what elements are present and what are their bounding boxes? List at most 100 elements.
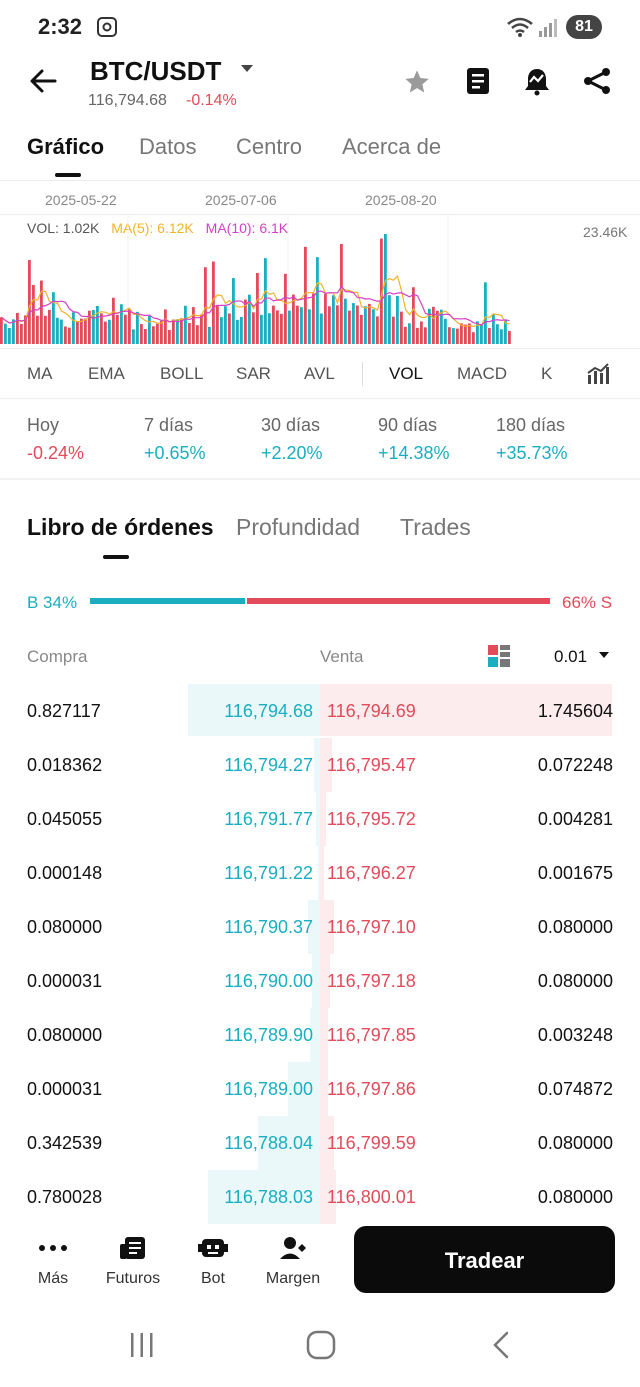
volume-bar bbox=[456, 328, 459, 344]
volume-bar bbox=[476, 321, 479, 344]
bid-price[interactable]: 116,788.03 bbox=[224, 1187, 313, 1207]
bid-depth-bar bbox=[318, 846, 320, 900]
indicator-ma[interactable]: MA bbox=[27, 364, 53, 383]
volume-bar bbox=[460, 323, 463, 344]
indicator-settings-icon[interactable] bbox=[586, 363, 610, 385]
book-layout-icon[interactable] bbox=[487, 644, 511, 668]
bid-price[interactable]: 116,790.37 bbox=[224, 917, 313, 937]
bid-price[interactable]: 116,791.77 bbox=[224, 809, 313, 829]
bid-quantity: 0.045055 bbox=[27, 809, 103, 829]
indicator-avl[interactable]: AVL bbox=[304, 364, 335, 383]
nav-mas[interactable]: Más bbox=[13, 1236, 93, 1288]
tab-order-book[interactable]: Libro de órdenes bbox=[27, 514, 214, 540]
tab-centro[interactable]: Centro bbox=[236, 134, 303, 159]
volume-bar bbox=[412, 287, 415, 344]
orderbook-row[interactable]: 0.080000 116,789.90 116,797.85 0.003248 bbox=[0, 1008, 640, 1062]
orderbook-row[interactable]: 0.000031 116,789.00 116,797.86 0.074872 bbox=[0, 1062, 640, 1116]
indicator-boll[interactable]: BOLL bbox=[160, 364, 204, 383]
volume-chart[interactable] bbox=[0, 214, 640, 344]
back-nav-icon[interactable] bbox=[490, 1331, 512, 1359]
star-icon[interactable] bbox=[403, 68, 431, 96]
indicator-ema[interactable]: EMA bbox=[88, 364, 125, 383]
ask-price[interactable]: 116,795.72 bbox=[327, 809, 416, 829]
volume-bar bbox=[276, 310, 279, 344]
price-alert-icon[interactable] bbox=[522, 66, 552, 96]
volume-bar bbox=[300, 307, 303, 344]
ask-price[interactable]: 116,797.18 bbox=[327, 971, 416, 991]
back-arrow-icon[interactable] bbox=[28, 66, 58, 96]
notebook-icon[interactable] bbox=[464, 66, 492, 96]
nav-futuros[interactable]: Futuros bbox=[93, 1236, 173, 1288]
status-bar: 2:32 81 bbox=[0, 0, 640, 54]
orderbook-row[interactable]: 0.342539 116,788.04 116,799.59 0.080000 bbox=[0, 1116, 640, 1170]
volume-bar bbox=[444, 318, 447, 344]
tab-depth[interactable]: Profundidad bbox=[236, 514, 361, 540]
volume-bar bbox=[156, 322, 159, 344]
orderbook-row[interactable]: 0.045055 116,791.77 116,795.72 0.004281 bbox=[0, 792, 640, 846]
tab-trades[interactable]: Trades bbox=[400, 514, 471, 540]
share-icon[interactable] bbox=[582, 66, 612, 96]
ask-price[interactable]: 116,797.10 bbox=[327, 917, 416, 937]
pair-title[interactable]: BTC/USDT bbox=[90, 56, 222, 86]
indicators-divider bbox=[0, 398, 640, 399]
ask-quantity: 0.001675 bbox=[537, 863, 613, 883]
tab-grafico[interactable]: Gráfico bbox=[27, 134, 105, 159]
indicator-vol[interactable]: VOL bbox=[389, 364, 424, 383]
indicator-macd[interactable]: MACD bbox=[457, 364, 508, 383]
ask-depth-bar bbox=[320, 1062, 328, 1116]
volume-bar bbox=[484, 282, 487, 344]
bid-quantity: 0.080000 bbox=[27, 1025, 103, 1045]
home-icon[interactable] bbox=[306, 1330, 336, 1360]
orderbook-row[interactable]: 0.080000 116,790.37 116,797.10 0.080000 bbox=[0, 900, 640, 954]
orderbook-row[interactable]: 0.827117 116,794.68 116,794.69 1.745604 bbox=[0, 684, 640, 738]
nav-margen[interactable]: Margen bbox=[253, 1236, 333, 1288]
bid-price[interactable]: 116,791.22 bbox=[224, 863, 313, 883]
ask-price[interactable]: 116,797.85 bbox=[327, 1025, 416, 1045]
main-tabs: Gráfico Datos Centro Acerca de bbox=[0, 134, 640, 178]
bid-quantity: 0.080000 bbox=[27, 917, 103, 937]
volume-bar bbox=[244, 299, 247, 344]
volume-bar bbox=[328, 306, 331, 344]
perf-label-7d: 7 días bbox=[144, 415, 194, 435]
orderbook-row[interactable]: 0.000148 116,791.22 116,796.27 0.001675 bbox=[0, 846, 640, 900]
ask-price[interactable]: 116,795.47 bbox=[327, 755, 416, 775]
bid-price[interactable]: 116,794.68 bbox=[224, 701, 313, 721]
orderbook-row[interactable]: 0.780028 116,788.03 116,800.01 0.080000 bbox=[0, 1170, 640, 1224]
ask-price[interactable]: 116,797.86 bbox=[327, 1079, 416, 1099]
recent-apps-icon[interactable] bbox=[128, 1331, 156, 1359]
ask-price[interactable]: 116,796.27 bbox=[327, 863, 416, 883]
ask-price[interactable]: 116,800.01 bbox=[327, 1187, 416, 1207]
volume-bar bbox=[40, 280, 43, 344]
bid-price[interactable]: 116,789.00 bbox=[224, 1079, 313, 1099]
ask-price[interactable]: 116,799.59 bbox=[327, 1133, 416, 1153]
volume-bar bbox=[260, 314, 263, 344]
nav-bot[interactable]: Bot bbox=[173, 1236, 253, 1288]
tab-acerca[interactable]: Acerca de bbox=[342, 134, 442, 159]
volume-bar bbox=[8, 327, 11, 344]
ask-price[interactable]: 116,794.69 bbox=[327, 701, 416, 721]
volume-bar bbox=[408, 323, 411, 344]
volume-bar bbox=[308, 309, 311, 344]
precision-dropdown-icon[interactable] bbox=[598, 651, 610, 660]
indicator-sar[interactable]: SAR bbox=[236, 364, 271, 383]
volume-bar bbox=[64, 326, 67, 344]
ask-quantity: 0.003248 bbox=[537, 1025, 613, 1045]
trade-button[interactable]: Tradear bbox=[354, 1226, 615, 1293]
bid-price[interactable]: 116,794.27 bbox=[224, 755, 313, 775]
tab-datos[interactable]: Datos bbox=[139, 134, 197, 159]
indicator-k[interactable]: K bbox=[541, 364, 553, 383]
orderbook-row[interactable]: 0.018362 116,794.27 116,795.47 0.072248 bbox=[0, 738, 640, 792]
orderbook-row[interactable]: 0.000031 116,790.00 116,797.18 0.080000 bbox=[0, 954, 640, 1008]
ask-quantity: 0.080000 bbox=[537, 1133, 613, 1153]
precision-select[interactable]: 0.01 bbox=[554, 647, 588, 666]
volume-bar bbox=[236, 319, 239, 344]
volume-bar bbox=[108, 319, 111, 344]
bid-price[interactable]: 116,789.90 bbox=[224, 1025, 313, 1045]
bid-price[interactable]: 116,790.00 bbox=[224, 971, 313, 991]
volume-bar bbox=[224, 306, 227, 344]
perf-value-hoy: -0.24% bbox=[27, 443, 85, 463]
nav-futuros-label: Futuros bbox=[105, 1270, 161, 1287]
nav-bot-label: Bot bbox=[200, 1270, 225, 1287]
pair-dropdown-icon[interactable] bbox=[240, 64, 254, 74]
bid-price[interactable]: 116,788.04 bbox=[224, 1133, 313, 1153]
